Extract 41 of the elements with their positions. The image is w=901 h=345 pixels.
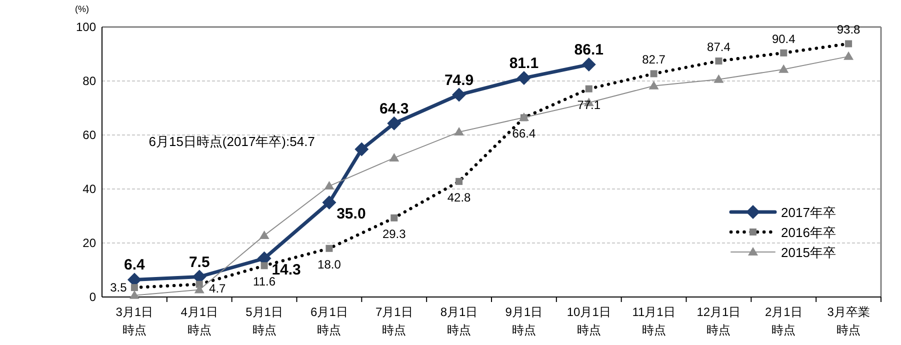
data-label: 66.4 bbox=[512, 126, 536, 141]
legend-label: 2015年卒 bbox=[781, 245, 836, 260]
x-tick-label: 7月1日時点 bbox=[375, 305, 413, 337]
y-tick-label: 20 bbox=[82, 236, 96, 250]
y-tick-label: 0 bbox=[89, 290, 96, 304]
data-label: 81.1 bbox=[509, 55, 539, 72]
data-label: 3.5 bbox=[110, 280, 128, 295]
data-label: 93.8 bbox=[836, 22, 861, 37]
data-label: 74.9 bbox=[444, 72, 474, 89]
y-tick-label: 40 bbox=[82, 182, 96, 196]
data-label: 64.3 bbox=[380, 100, 409, 118]
x-tick-label: 6月1日時点 bbox=[310, 305, 348, 337]
y-tick-label: 100 bbox=[76, 20, 96, 34]
x-tick-label: 3月1日時点 bbox=[116, 305, 154, 337]
x-tick-label: 11月1日時点 bbox=[632, 305, 676, 337]
x-tick-label: 9月1日時点 bbox=[505, 305, 543, 337]
x-tick-label: 12月1日時点 bbox=[696, 305, 741, 337]
x-tick-label: 3月卒業時点 bbox=[827, 305, 870, 337]
y-tick-label: 60 bbox=[82, 128, 96, 142]
x-tick-label: 2月1日時点 bbox=[764, 305, 802, 337]
x-tick-label: 4月1日時点 bbox=[180, 305, 218, 337]
data-label: 86.1 bbox=[574, 42, 604, 59]
legend-label: 2016年卒 bbox=[781, 225, 836, 240]
x-tick-label: 10月1日時点 bbox=[566, 305, 611, 337]
data-label: 77.1 bbox=[577, 98, 601, 112]
y-axis-title: (%) bbox=[75, 4, 89, 14]
annotation: 6月15日時点(2017年卒):54.7 bbox=[148, 134, 315, 149]
x-tick-label: 5月1日時点 bbox=[246, 305, 283, 337]
data-label: 6.4 bbox=[124, 256, 146, 274]
y-tick-label: 80 bbox=[82, 74, 96, 88]
data-label: 82.7 bbox=[642, 52, 666, 67]
data-label: 29.3 bbox=[382, 226, 406, 241]
data-label: 90.4 bbox=[772, 32, 796, 46]
data-label: 7.5 bbox=[188, 254, 210, 271]
data-label: 35.0 bbox=[336, 206, 366, 222]
x-tick-label: 8月1日時点 bbox=[440, 305, 478, 337]
data-label: 42.8 bbox=[447, 190, 472, 204]
data-label: 18.0 bbox=[318, 257, 342, 272]
legend-label: 2017年卒 bbox=[781, 205, 836, 220]
data-label: 4.7 bbox=[209, 281, 226, 296]
data-label: 87.4 bbox=[707, 40, 731, 54]
